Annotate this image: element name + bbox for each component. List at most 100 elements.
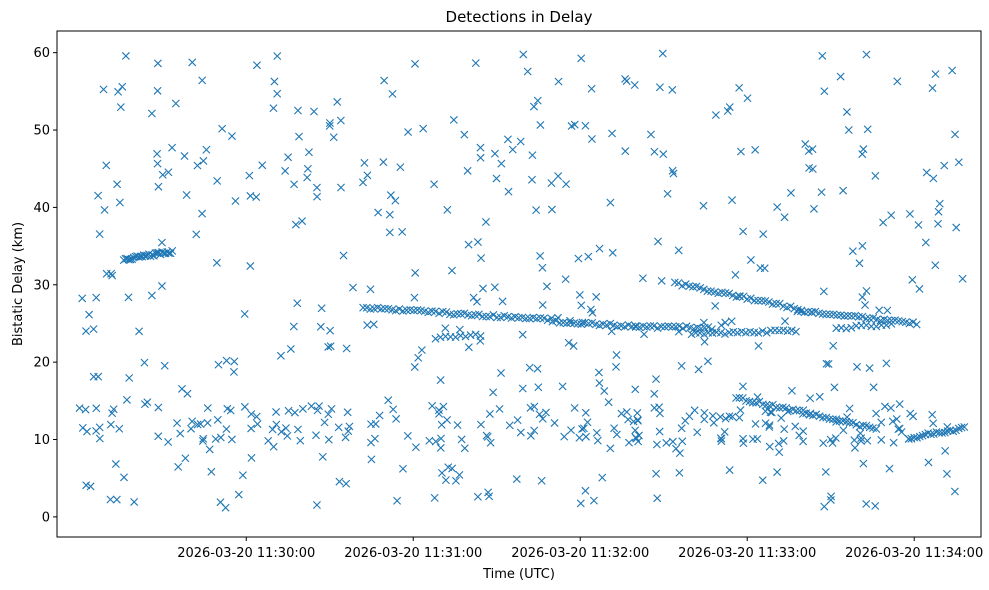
detection-point <box>286 344 295 353</box>
detection-point <box>303 173 312 182</box>
detection-point <box>518 330 527 339</box>
detection-point <box>442 308 451 317</box>
detection-point <box>425 436 434 445</box>
detection-point <box>775 299 784 308</box>
detection-point <box>958 274 967 283</box>
detection-point <box>612 362 621 371</box>
detection-point <box>928 410 937 419</box>
detection-point <box>231 197 240 205</box>
detection-point <box>325 119 334 128</box>
detection-point <box>411 443 420 452</box>
detection-point <box>821 467 830 476</box>
detection-point <box>180 152 189 161</box>
detection-point <box>366 285 375 294</box>
detection-point <box>592 428 601 437</box>
detection-point <box>164 249 173 258</box>
detection-point <box>897 428 906 437</box>
detection-point <box>561 275 570 284</box>
detection-point <box>638 274 647 283</box>
detection-point <box>575 433 584 442</box>
detection-point <box>879 218 888 227</box>
detection-point <box>943 422 952 431</box>
detection-point <box>410 293 419 302</box>
detection-point <box>521 314 530 323</box>
detection-point <box>885 464 894 473</box>
detection-point <box>827 492 836 501</box>
detection-point <box>392 414 401 423</box>
detection-point <box>326 326 335 335</box>
detection-point <box>457 435 466 444</box>
detection-point <box>523 67 532 76</box>
detection-point <box>203 418 212 427</box>
detection-point <box>147 291 156 300</box>
detection-point <box>154 182 163 191</box>
detection-point <box>171 99 180 108</box>
detection-point <box>115 198 124 207</box>
detection-point <box>833 311 842 320</box>
detection-point <box>312 501 321 510</box>
x-tick-label: 2026-03-20 11:34:00 <box>845 546 983 561</box>
detection-point <box>799 437 808 446</box>
detection-point <box>486 438 495 447</box>
detection-point <box>567 122 576 131</box>
detection-point <box>815 392 824 401</box>
detection-point <box>842 324 851 333</box>
detection-point <box>954 158 963 167</box>
detection-point <box>606 444 615 453</box>
detection-point <box>252 412 261 421</box>
detection-point <box>460 130 469 139</box>
detection-point <box>193 420 202 429</box>
detection-point <box>765 421 774 430</box>
detection-point <box>653 494 662 503</box>
detection-point <box>649 321 658 330</box>
detection-point <box>668 166 677 175</box>
detection-point <box>273 89 282 98</box>
detection-point <box>608 248 617 257</box>
detection-point <box>154 403 163 412</box>
detection-point <box>582 432 590 441</box>
detection-point <box>809 204 818 213</box>
detection-point <box>889 438 898 447</box>
detection-point <box>342 479 351 488</box>
detection-point <box>824 360 833 369</box>
detection-point <box>436 443 445 452</box>
detection-point <box>124 293 133 302</box>
detection-point <box>78 294 87 303</box>
y-axis-label: Bistatic Delay (km) <box>11 222 26 346</box>
detection-point <box>598 473 607 482</box>
detection-point <box>859 421 867 430</box>
detection-point <box>134 253 143 262</box>
detection-point <box>725 412 734 421</box>
detection-point <box>732 394 741 402</box>
detection-point <box>781 317 789 326</box>
detection-point <box>921 238 930 247</box>
detection-point <box>316 322 325 331</box>
detection-point <box>304 148 313 157</box>
detection-point <box>419 124 428 133</box>
detection-point <box>758 476 767 485</box>
x-axis: 2026-03-20 11:30:00 2026-03-20 11:31:00 20… <box>177 537 983 561</box>
detection-point <box>258 161 267 170</box>
detection-point <box>478 284 487 293</box>
detection-point <box>298 404 307 413</box>
detection-point <box>951 130 960 139</box>
detection-point <box>336 116 345 125</box>
detection-point <box>831 434 840 443</box>
detection-point <box>819 439 828 448</box>
detection-point <box>245 171 254 180</box>
detection-point <box>188 417 197 426</box>
detection-point <box>202 145 211 154</box>
detection-point <box>783 407 792 416</box>
detection-point <box>153 86 162 95</box>
detection-point <box>861 301 870 310</box>
detection-point <box>658 49 667 58</box>
detection-point <box>485 492 494 501</box>
detection-point <box>173 419 182 428</box>
detection-point <box>836 72 845 81</box>
detection-point <box>887 211 896 220</box>
detection-point <box>909 318 918 327</box>
detection-point <box>761 419 770 428</box>
detection-point <box>904 434 913 443</box>
detection-point <box>293 106 302 115</box>
detection-point <box>455 325 464 334</box>
